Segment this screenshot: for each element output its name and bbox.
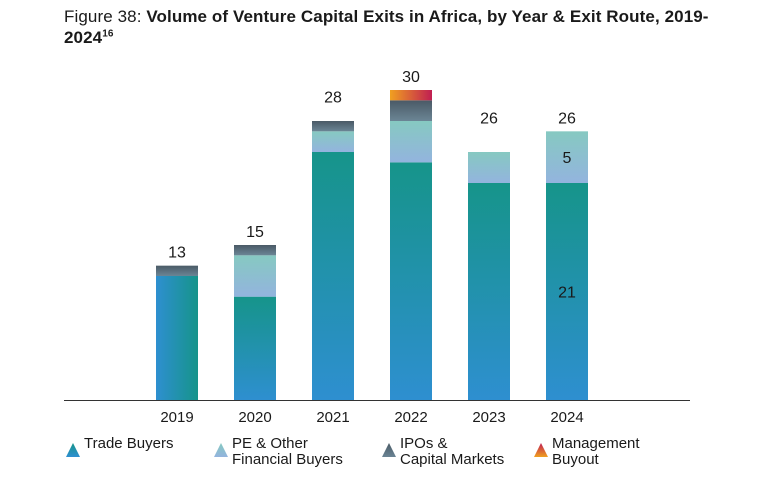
total-label-2022: 30: [402, 69, 420, 86]
bar-segment-2021-pe: [312, 131, 354, 152]
total-label-2020: 15: [246, 224, 264, 241]
legend-swatch-management-buyout: [534, 443, 548, 457]
legend-swatch-trade-buyers: [66, 443, 80, 457]
bar-segment-2023-pe: [468, 152, 510, 183]
total-label-2023: 26: [480, 110, 498, 127]
bar-segment-2021-trade: [312, 152, 354, 400]
legend: Trade Buyers PE & Other Financial Buyers…: [66, 436, 706, 476]
bar-segment-2022-mbo: [390, 90, 432, 101]
figure-label: Figure 38:: [64, 7, 142, 26]
x-tick-label-2019: 2019: [160, 409, 193, 426]
legend-swatch-pe-buyers: [214, 443, 228, 457]
x-tick-label-2023: 2023: [472, 409, 505, 426]
segment-label-2024-5: 5: [563, 150, 572, 167]
bar-segment-2023-trade: [468, 183, 510, 400]
total-label-2019: 13: [168, 245, 186, 262]
chart-title: Figure 38: Volume of Venture Capital Exi…: [64, 6, 724, 48]
bar-segment-2019-ipo: [156, 265, 198, 276]
legend-item-ipos: IPOs & Capital Markets: [382, 436, 504, 468]
legend-item-pe-buyers: PE & Other Financial Buyers: [214, 436, 343, 468]
x-tick-label-2020: 2020: [238, 409, 271, 426]
bar-segment-2020-ipo: [234, 245, 276, 256]
legend-label-ipos: IPOs & Capital Markets: [400, 435, 505, 468]
legend-swatch-ipos: [382, 443, 396, 457]
x-tick-label-2022: 2022: [394, 409, 427, 426]
segment-label-2024-21: 21: [558, 285, 576, 302]
x-tick-label-2021: 2021: [316, 409, 349, 426]
bar-segment-2022-trade: [390, 162, 432, 400]
bar-segment-2024-pe: [546, 131, 588, 183]
title-text: Volume of Venture Capital Exits in Afric…: [64, 7, 709, 47]
total-label-2021: 28: [324, 90, 342, 107]
legend-item-trade-buyers: Trade Buyers: [66, 436, 173, 457]
bar-segment-2020-trade: [234, 296, 276, 400]
legend-label-management-buyout: Management Buyout: [552, 435, 640, 468]
bar-segment-2019-trade: [156, 276, 198, 400]
bar-segment-2022-pe: [390, 121, 432, 163]
legend-item-management-buyout: Management Buyout: [534, 436, 640, 468]
legend-label-trade-buyers: Trade Buyers: [84, 435, 174, 452]
x-tick-label-2024: 2024: [550, 409, 583, 426]
bar-segment-2021-ipo: [312, 121, 354, 132]
bar-segment-2024-trade: [546, 183, 588, 400]
bar-segment-2022-ipo: [390, 100, 432, 121]
legend-label-pe-buyers: PE & Other Financial Buyers: [232, 435, 343, 468]
total-label-2024: 26: [558, 110, 576, 127]
bar-segment-2020-pe: [234, 255, 276, 297]
title-footnote: 16: [102, 28, 114, 40]
